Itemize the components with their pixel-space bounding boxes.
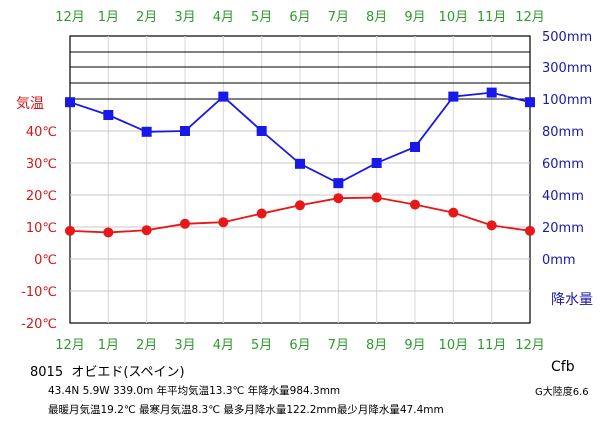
temperature-tick-label: 20℃ [26,189,57,204]
month-label-bottom: 10月 [439,338,469,353]
temperature-tick-label: -10℃ [21,285,57,300]
precipitation-point [65,97,75,108]
precipitation-point [103,110,114,120]
coldest-month-temp: 最寒月気温8.3℃ [139,404,221,416]
temperature-tick-label: -20℃ [21,317,57,332]
precipitation-tick-label: 300mm [542,61,592,76]
precipitation-axis-ticks: 500mm 300mm 100mm 80mm 60mm 40mm 20mm 0mm [542,30,592,268]
precipitation-tick-label: 40mm [542,189,584,204]
continentality-index: G大陸度6.6 [535,387,589,398]
precipitation-tick-label: 0mm [542,253,576,268]
precipitation-point [333,178,344,189]
month-label-bottom: 5月 [251,338,272,353]
top-month-labels: 12月 1月 2月 3月 4月 5月 6月 7月 8月 9月 10月 11月 12月 [55,10,545,25]
bottom-month-labels: 12月 1月 2月 3月 4月 5月 6月 7月 8月 9月 10月 11月 12月 [55,338,545,353]
precipitation-point [371,158,382,168]
precipitation-point [448,91,459,102]
month-label-top: 12月 [515,10,545,25]
temperature-axis-ticks: 40℃ 30℃ 20℃ 10℃ 0℃ -10℃ -20℃ [21,125,57,332]
month-label-bottom: 8月 [366,338,387,353]
precipitation-tick-label: 60mm [542,157,584,172]
month-label-bottom: 9月 [404,338,425,353]
month-label-bottom: 2月 [136,338,157,353]
station-stats-row-2: 最暖月気温19.2℃ 最寒月気温8.3℃ 最多月降水量122.2mm最少月降水量… [48,402,444,417]
month-label-top: 6月 [289,10,310,25]
precipitation-point [218,91,229,102]
month-label-bottom: 6月 [289,338,310,353]
temperature-point [371,192,382,203]
precipitation-point [410,142,420,152]
temperature-point [486,220,497,231]
month-label-top: 10月 [439,10,469,25]
temperature-point [141,225,152,236]
annual-mean-temp: 年平均気温13.3℃ [156,385,245,397]
station-coords: 43.4N 5.9W 339.0m [48,385,154,397]
precipitation-axis-title: 降水量 [551,292,593,308]
precipitation-point [256,126,267,136]
month-label-bottom: 1月 [98,338,119,353]
month-label-bottom: 4月 [213,338,234,353]
grid-lines [70,36,530,323]
month-label-top: 2月 [136,10,157,25]
temperature-tick-label: 30℃ [26,157,57,172]
precipitation-tick-label: 80mm [542,125,584,140]
temperature-point [103,227,114,238]
month-label-top: 12月 [55,10,85,25]
precipitation-tick-label: 500mm [542,30,592,45]
temperature-point [333,193,344,204]
temperature-point [410,199,420,210]
station-title-row: 8015 オビエド(スペイン) [30,361,185,380]
temperature-tick-label: 10℃ [26,221,57,236]
month-label-top: 5月 [251,10,272,25]
temperature-point [218,217,229,228]
climate-class: Cfb [551,359,575,375]
temperature-tick-label: 40℃ [26,125,57,140]
month-label-bottom: 12月 [55,338,85,353]
month-label-top: 7月 [328,10,349,25]
station-name: オビエド(スペイン) [71,365,185,380]
month-label-bottom: 3月 [174,338,195,353]
month-label-bottom: 11月 [477,338,507,353]
temperature-axis-title: 気温 [16,96,44,112]
month-label-top: 3月 [174,10,195,25]
precipitation-point [180,126,190,136]
temperature-point [525,225,535,236]
series-layer [65,87,535,238]
wettest-month-precip: 最多月降水量122.2mm [223,404,337,416]
warmest-month-temp: 最暖月気温19.2℃ [48,404,136,416]
temperature-point [180,218,190,229]
precipitation-point [141,126,152,137]
temperature-point [256,208,267,219]
month-label-top: 4月 [213,10,234,25]
precipitation-tick-label: 20mm [542,221,584,236]
precipitation-point [295,158,305,169]
temperature-point [65,225,75,236]
month-label-bottom: 12月 [515,338,545,353]
month-label-top: 8月 [366,10,387,25]
month-label-top: 1月 [98,10,119,25]
precipitation-point [525,97,535,108]
annual-precip: 年降水量984.3mm [247,385,341,397]
station-id: 8015 [30,365,64,380]
temperature-point [448,207,459,218]
precipitation-point [486,87,497,98]
month-label-top: 11月 [477,10,507,25]
precipitation-tick-label: 100mm [542,93,592,108]
month-label-top: 9月 [404,10,425,25]
driest-month-precip: 最少月降水量47.4mm [336,404,444,416]
station-stats-row-1: 43.4N 5.9W 339.0m 年平均気温13.3℃ 年降水量984.3mm [48,383,340,398]
month-label-bottom: 7月 [328,338,349,353]
temperature-point [295,200,305,211]
temperature-tick-label: 0℃ [34,253,57,268]
